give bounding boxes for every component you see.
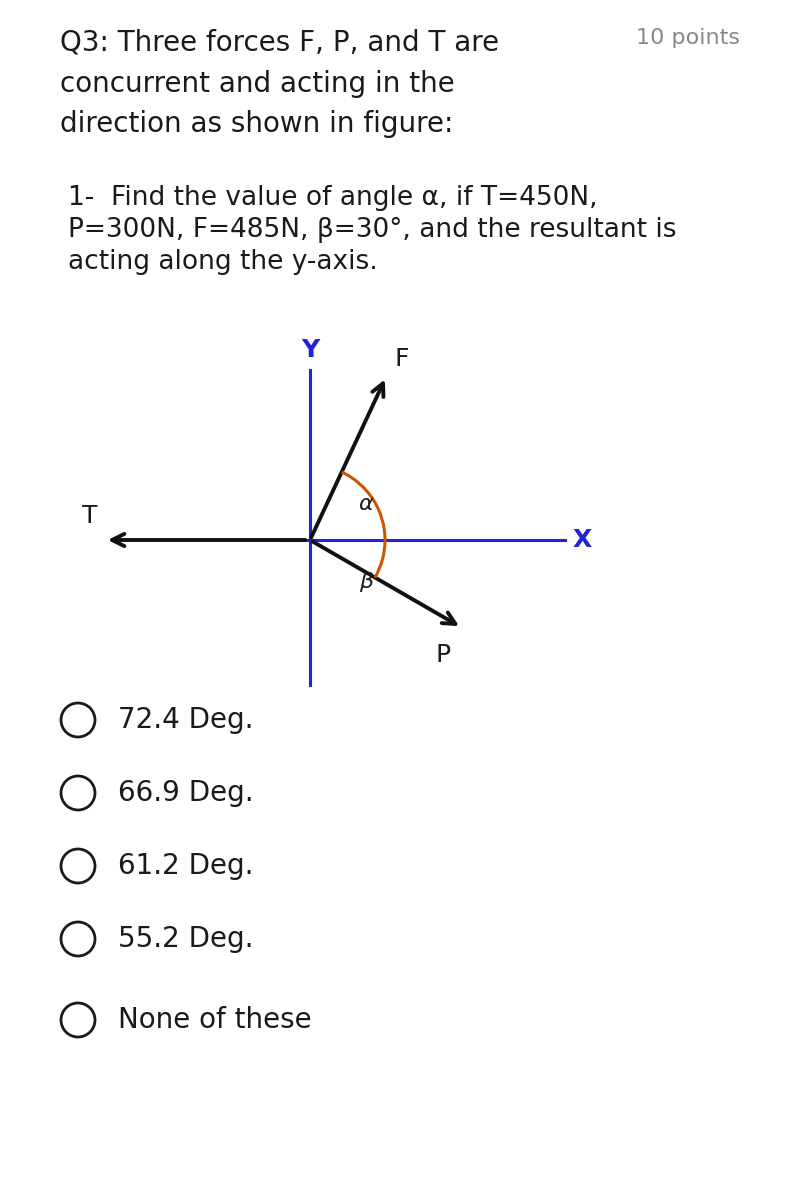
Text: 10 points: 10 points (636, 28, 740, 48)
Text: concurrent and acting in the: concurrent and acting in the (60, 70, 455, 98)
Text: P: P (436, 643, 451, 667)
Text: None of these: None of these (118, 1006, 311, 1034)
Text: direction as shown in figure:: direction as shown in figure: (60, 110, 453, 138)
Text: 72.4 Deg.: 72.4 Deg. (118, 706, 254, 734)
Text: Y: Y (301, 338, 319, 362)
Text: T: T (82, 504, 97, 528)
Text: F: F (394, 347, 408, 371)
Text: acting along the y-axis.: acting along the y-axis. (68, 248, 377, 275)
Text: Q3: Three forces F, P, and T are: Q3: Three forces F, P, and T are (60, 28, 499, 56)
Text: α: α (359, 493, 374, 514)
Text: 61.2 Deg.: 61.2 Deg. (118, 852, 254, 880)
Text: 55.2 Deg.: 55.2 Deg. (118, 925, 254, 953)
Text: β: β (359, 571, 373, 592)
Text: X: X (573, 528, 593, 552)
Text: 1-  Find the value of angle α, if T=450N,: 1- Find the value of angle α, if T=450N, (68, 185, 597, 211)
Text: P=300N, F=485N, β=30°, and the resultant is: P=300N, F=485N, β=30°, and the resultant… (68, 217, 677, 242)
Text: 66.9 Deg.: 66.9 Deg. (118, 779, 254, 806)
